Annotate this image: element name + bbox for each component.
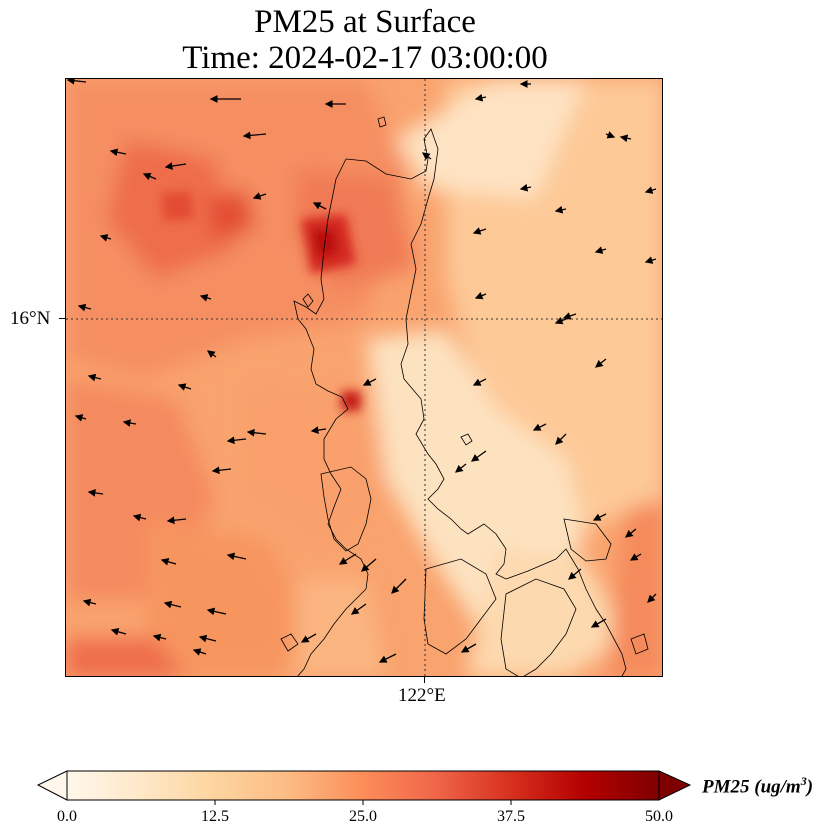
islet-4 — [280, 633, 299, 652]
wind-arrow — [605, 131, 616, 139]
wind-arrow — [192, 648, 207, 656]
wind-arrow — [474, 93, 487, 102]
wind-arrow — [99, 234, 112, 242]
wind-arrow — [198, 634, 217, 643]
wind-arrow — [206, 350, 217, 359]
wind-vectors — [66, 79, 657, 663]
wind-arrow — [66, 79, 87, 85]
wind-arrow — [470, 450, 487, 462]
wind-arrow — [312, 202, 327, 210]
wind-arrow — [110, 628, 127, 636]
wind-arrow — [421, 152, 432, 161]
wind-arrow — [142, 172, 157, 181]
lat-tick-label: 16°N — [10, 308, 51, 329]
colorbar-tick-3: 37.5 — [497, 808, 525, 825]
islet-3 — [460, 433, 473, 446]
wind-arrow — [594, 358, 607, 368]
wind-arrow — [163, 600, 182, 609]
coastlines — [280, 116, 649, 676]
wind-arrow — [177, 383, 192, 391]
map-panel — [65, 78, 663, 677]
wind-arrow — [532, 423, 547, 431]
islet-1 — [302, 293, 314, 308]
islet-2 — [377, 116, 387, 128]
wind-arrow — [87, 373, 102, 382]
wind-arrow — [74, 414, 87, 422]
visayas-coast-1 — [423, 558, 497, 655]
wind-arrow — [246, 428, 267, 437]
wind-arrow — [378, 653, 397, 663]
wind-arrow — [554, 205, 567, 214]
wind-arrow — [211, 466, 232, 475]
wind-arrow — [644, 186, 657, 194]
wind-arrow — [199, 294, 212, 302]
wind-arrow — [338, 553, 357, 565]
wind-arrow — [629, 553, 642, 561]
wind-arrow — [226, 436, 247, 445]
wind-arrow — [590, 618, 607, 628]
lon-tick-label: 122°E — [398, 685, 446, 706]
visayas-coast-3 — [563, 518, 612, 562]
mindoro-coast — [320, 466, 372, 552]
wind-arrow — [460, 643, 477, 653]
colorbar-tick-2: 25.0 — [349, 808, 377, 825]
wind-arrow — [391, 578, 407, 594]
wind-arrow — [164, 162, 187, 170]
wind-arrow — [362, 378, 377, 386]
lat-tickmark — [59, 318, 65, 319]
wind-arrow — [472, 378, 487, 386]
wind-arrow — [109, 148, 127, 157]
wind-arrow — [472, 227, 487, 235]
wind-arrow — [226, 552, 247, 561]
wind-arrow — [242, 131, 267, 140]
map-time: Time: 2024-02-17 03:00:00 — [182, 40, 548, 76]
luzon-coast — [345, 128, 627, 676]
wind-arrow — [166, 516, 187, 525]
colorbar-tick-0: 0.0 — [57, 808, 77, 825]
wind-arrow — [300, 633, 317, 643]
wind-arrow — [644, 256, 657, 264]
islet-5 — [630, 633, 649, 655]
wind-arrow — [152, 633, 167, 642]
wind-arrow — [160, 558, 177, 566]
wind-arrow — [206, 607, 227, 616]
wind-arrow — [82, 598, 97, 607]
wind-arrow — [624, 528, 637, 538]
wind-arrow — [647, 593, 657, 603]
colorbar-tick-4: 50.0 — [645, 808, 673, 825]
colorbar-extend-max — [658, 770, 692, 801]
wind-arrow — [519, 183, 532, 192]
wind-arrow — [310, 426, 327, 434]
colorbar-body — [66, 770, 660, 801]
wind-arrow — [592, 513, 607, 521]
wind-arrow — [87, 489, 104, 497]
wind-arrow — [568, 568, 582, 580]
lon-tickmark — [424, 677, 425, 683]
wind-arrow — [132, 513, 147, 522]
wind-arrow — [555, 433, 567, 445]
colorbar-tick-1: 12.5 — [201, 808, 229, 825]
colorbar-label: PM25 (ug/m3) — [702, 774, 814, 798]
wind-arrow — [454, 463, 467, 473]
wind-arrow — [122, 419, 137, 427]
wind-arrow — [554, 316, 567, 325]
pm25-field-map — [66, 79, 662, 676]
wind-arrow — [77, 303, 92, 312]
wind-arrow — [350, 603, 367, 615]
wind-arrow — [619, 134, 632, 143]
wind-arrow — [562, 312, 577, 320]
wind-arrow — [474, 291, 487, 300]
west-coast — [293, 158, 369, 676]
wind-arrow — [361, 558, 377, 572]
wind-arrow — [252, 192, 267, 200]
visayas-coast-2 — [500, 578, 577, 676]
wind-arrow — [594, 246, 607, 254]
map-title: PM25 at Surface — [254, 4, 476, 40]
colorbar-extend-min — [36, 770, 68, 801]
